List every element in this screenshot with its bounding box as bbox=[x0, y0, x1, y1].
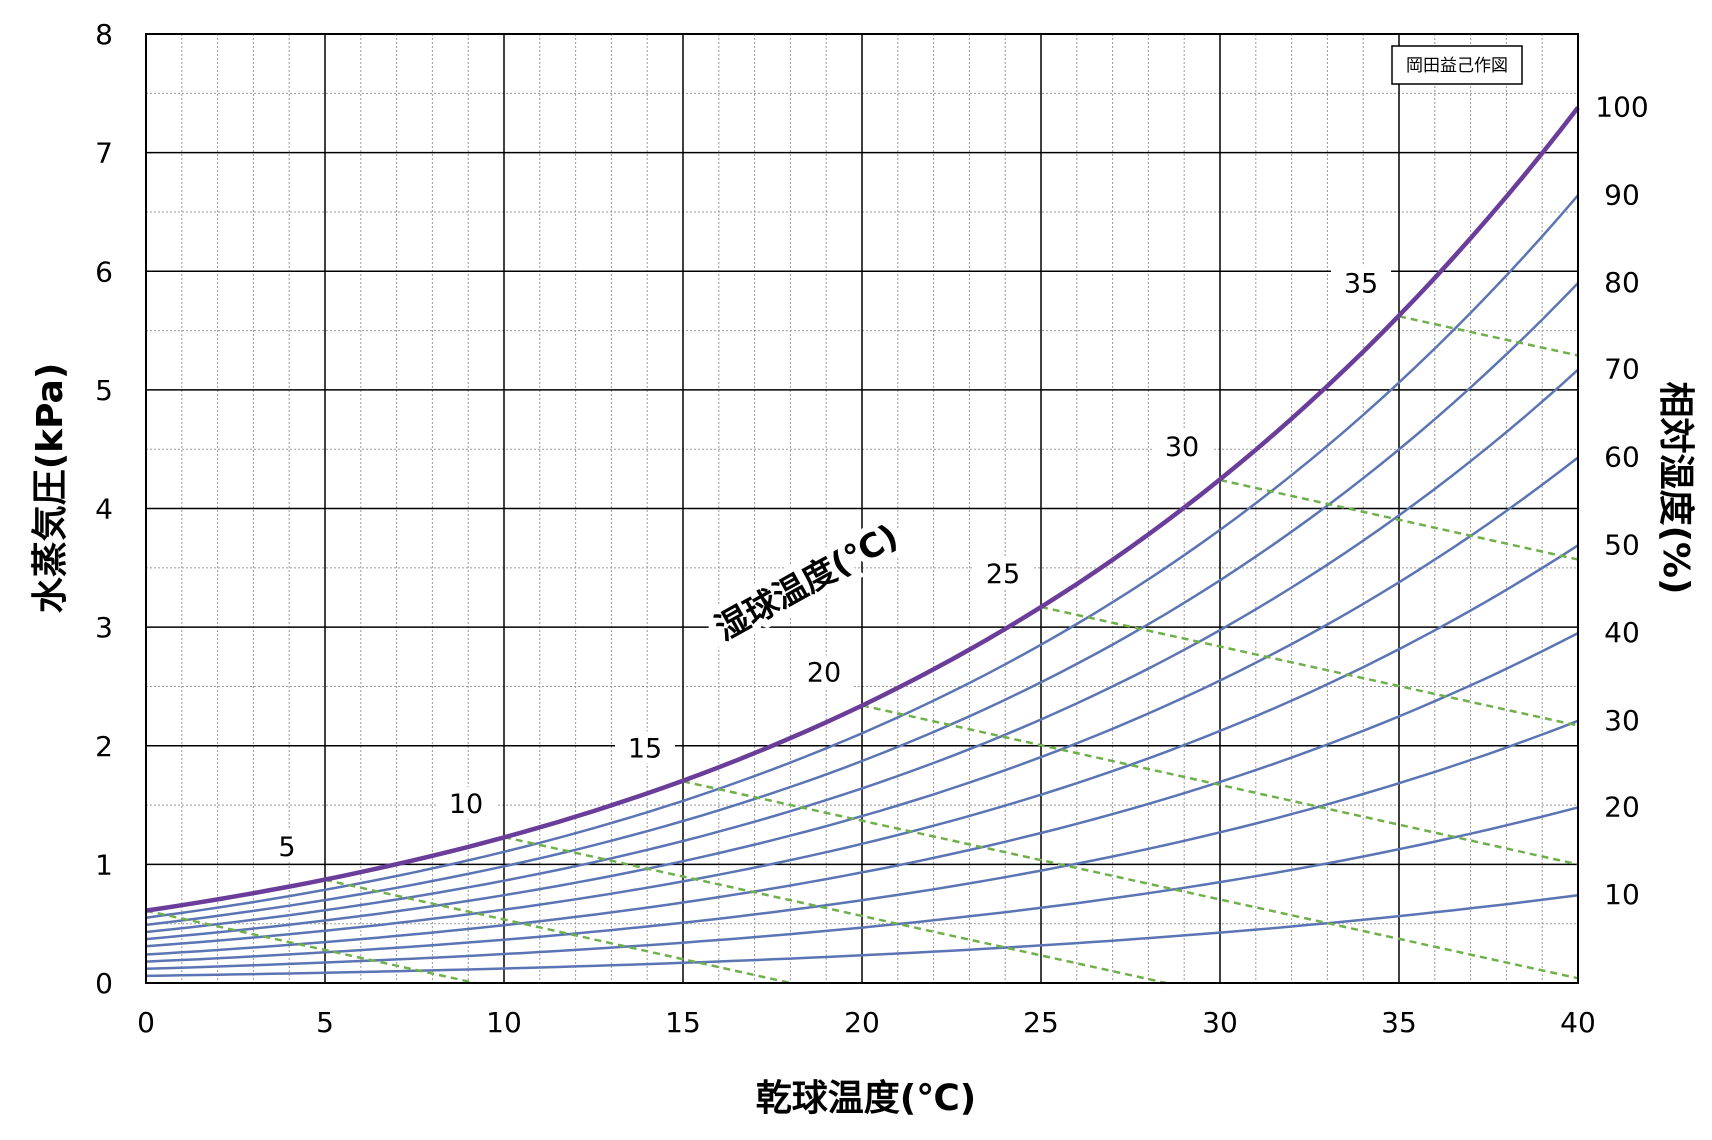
rh-curve-10 bbox=[145, 893, 1579, 978]
rh-tick-label-70: 70 bbox=[1604, 353, 1640, 386]
saturation-curve bbox=[145, 106, 1580, 913]
rh-tick-label-60: 60 bbox=[1604, 440, 1640, 473]
wet-bulb-title: 湿球温度(℃) bbox=[709, 516, 905, 648]
x-tick-label: 25 bbox=[1023, 1006, 1059, 1039]
y-tick-label: 4 bbox=[95, 493, 113, 526]
wet-bulb-label-text: 10 bbox=[449, 789, 483, 820]
y-tick-label: 1 bbox=[95, 848, 113, 881]
rh-tick-label-80: 80 bbox=[1604, 266, 1640, 299]
wet-bulb-labels: 5 10 15 20 25 30 35 bbox=[257, 266, 1391, 863]
rh-curve-70 bbox=[145, 368, 1579, 934]
rh-tick-label-100: 100 bbox=[1595, 91, 1648, 124]
rh-curve-20 bbox=[145, 806, 1579, 971]
rh-tick-label-10: 10 bbox=[1604, 878, 1640, 911]
wet-bulb-line-15 bbox=[682, 780, 1579, 980]
y-tick-label: 2 bbox=[95, 730, 113, 763]
wet-bulb-label-text: 25 bbox=[986, 559, 1020, 590]
y-tick-label: 5 bbox=[95, 374, 113, 407]
rh-tick-label-40: 40 bbox=[1604, 616, 1640, 649]
wet-bulb-label-5: 5 bbox=[257, 829, 317, 863]
x-tick-label: 5 bbox=[316, 1006, 334, 1039]
rh-tick-label-50: 50 bbox=[1604, 528, 1640, 561]
rh-curve-40 bbox=[145, 631, 1579, 956]
rh-curve-90 bbox=[145, 194, 1579, 920]
wet-bulb-label-35: 35 bbox=[1331, 266, 1391, 299]
rh-curve-80 bbox=[145, 282, 1579, 927]
y-tick-label: 3 bbox=[95, 611, 113, 644]
wet-bulb-label-text: 5 bbox=[278, 832, 295, 863]
wet-bulb-lines bbox=[145, 315, 1579, 985]
y-tick-label: 6 bbox=[95, 255, 113, 288]
y-tick-labels: 0 1 2 3 4 5 6 7 8 bbox=[95, 18, 113, 1000]
x-tick-label: 35 bbox=[1381, 1006, 1417, 1039]
y-tick-label: 7 bbox=[95, 137, 113, 170]
wet-bulb-label-10: 10 bbox=[436, 787, 496, 820]
wet-bulb-label-text: 35 bbox=[1344, 268, 1378, 299]
wet-bulb-label-text: 30 bbox=[1165, 432, 1199, 463]
y-tick-label: 8 bbox=[95, 18, 113, 51]
wet-bulb-label-text: 15 bbox=[628, 733, 662, 764]
y2-axis-title: 相対湿度(%) bbox=[1655, 382, 1696, 595]
x-tick-label: 10 bbox=[486, 1006, 522, 1039]
wet-bulb-line-10 bbox=[503, 835, 1167, 985]
wet-bulb-line-30 bbox=[1219, 478, 1579, 561]
relative-humidity-curves bbox=[145, 194, 1579, 978]
rh-tick-labels: 10 20 30 40 50 60 70 80 90 100 bbox=[1595, 91, 1648, 912]
wet-bulb-label-30: 30 bbox=[1152, 430, 1212, 463]
x-tick-label: 40 bbox=[1560, 1006, 1596, 1039]
credit-box: 岡田益己作図 bbox=[1391, 45, 1523, 85]
rh-tick-label-90: 90 bbox=[1604, 178, 1640, 211]
x-tick-label: 15 bbox=[665, 1006, 701, 1039]
wet-bulb-line-5 bbox=[324, 878, 791, 985]
x-axis-title: 乾球温度(℃) bbox=[756, 1078, 977, 1119]
rh-curve-30 bbox=[145, 719, 1579, 963]
saturation-curve-group bbox=[145, 106, 1580, 913]
x-tick-label: 20 bbox=[844, 1006, 880, 1039]
rh-curve-50 bbox=[145, 544, 1579, 948]
x-tick-labels: 0 5 10 15 20 25 30 35 40 bbox=[137, 1006, 1596, 1039]
wet-bulb-label-20: 20 bbox=[794, 655, 854, 688]
wet-bulb-line-20 bbox=[861, 704, 1579, 866]
rh-tick-label-30: 30 bbox=[1604, 704, 1640, 737]
credit-text: 岡田益己作図 bbox=[1406, 56, 1508, 76]
rh-curve-60 bbox=[145, 456, 1579, 941]
x-tick-label: 30 bbox=[1202, 1006, 1238, 1039]
wet-bulb-line-zero bbox=[145, 909, 476, 985]
plot-frame bbox=[145, 33, 1579, 984]
major-grid bbox=[146, 34, 1578, 983]
wet-bulb-label-15: 15 bbox=[615, 731, 675, 764]
x-tick-label: 0 bbox=[137, 1006, 155, 1039]
wet-bulb-line-35 bbox=[1398, 315, 1579, 357]
y-axis-title: 水蒸気圧(kPa) bbox=[30, 363, 71, 614]
y-tick-label: 0 bbox=[95, 967, 113, 1000]
wet-bulb-label-text: 20 bbox=[807, 657, 841, 688]
wet-bulb-line-25 bbox=[1040, 605, 1579, 727]
rh-tick-label-20: 20 bbox=[1604, 790, 1640, 823]
wet-bulb-label-25: 25 bbox=[973, 556, 1033, 590]
